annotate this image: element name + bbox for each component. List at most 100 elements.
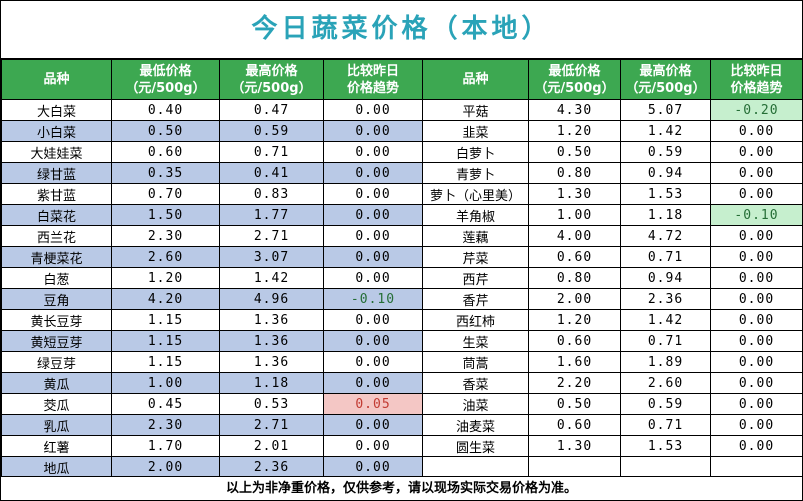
price-table: 品种 最低价格 （元/500g） 最高价格 （元/500g） 比较昨日 价格趋势 品种 最低价格…: [1, 59, 802, 478]
min-price-cell: 1.15: [111, 330, 220, 352]
variety-cell: 圆生菜: [422, 435, 529, 457]
table-row: 黄长豆芽 1.15 1.36 0.00 西红柿 1.20 1.42 0.00: [1, 309, 802, 331]
min-price-cell: 0.50: [528, 393, 621, 415]
table-row: 茭瓜 0.45 0.53 0.05 油菜 0.50 0.59 0.00: [1, 393, 802, 415]
variety-cell: 平菇: [422, 99, 529, 121]
max-price-cell: 2.01: [219, 435, 324, 457]
table-row: 青梗菜花 2.60 3.07 0.00 芹菜 0.60 0.71 0.00: [1, 246, 802, 268]
trend-cell: 0.00: [323, 435, 423, 457]
table-row: 紫甘蓝 0.70 0.83 0.00 萝卜（心里美） 1.30 1.53 0.00: [1, 183, 802, 205]
variety-cell: 绿豆芽: [1, 351, 112, 373]
table-row: 绿甘蓝 0.35 0.41 0.00 青萝卜 0.80 0.94 0.00: [1, 162, 802, 184]
max-price-cell: 2.71: [219, 414, 324, 436]
trend-cell: [710, 456, 802, 478]
trend-cell: 0.00: [710, 414, 802, 436]
header-max-price: 最高价格 （元/500g）: [219, 59, 324, 100]
max-price-cell: 1.36: [219, 351, 324, 373]
page-title: 今日蔬菜价格（本地）: [1, 1, 802, 59]
min-price-cell: 1.20: [528, 120, 621, 142]
min-price-cell: 0.60: [111, 141, 220, 163]
variety-cell: 莲藕: [422, 225, 529, 247]
min-price-cell: 2.60: [111, 246, 220, 268]
max-price-cell: 4.96: [219, 288, 324, 310]
trend-cell: -0.10: [710, 204, 802, 226]
trend-cell: 0.00: [323, 351, 423, 373]
variety-cell: 黄瓜: [1, 372, 112, 394]
min-price-cell: 0.80: [528, 267, 621, 289]
max-price-cell: 2.36: [219, 456, 324, 478]
max-price-cell: 0.53: [219, 393, 324, 415]
variety-cell: 大娃娃菜: [1, 141, 112, 163]
table-row: 黄短豆芽 1.15 1.36 0.00 生菜 0.60 0.71 0.00: [1, 330, 802, 352]
min-price-cell: 0.70: [111, 183, 220, 205]
max-price-cell: 5.07: [620, 99, 711, 121]
variety-cell: 白葱: [1, 267, 112, 289]
variety-cell: 青梗菜花: [1, 246, 112, 268]
variety-cell: 小白菜: [1, 120, 112, 142]
min-price-cell: 1.00: [528, 204, 621, 226]
max-price-cell: 1.18: [219, 372, 324, 394]
trend-cell: 0.00: [323, 120, 423, 142]
header-trend: 比较昨日 价格趋势: [323, 59, 423, 100]
max-price-cell: 0.59: [219, 120, 324, 142]
variety-cell: 萝卜（心里美）: [422, 183, 529, 205]
trend-cell: 0.00: [710, 141, 802, 163]
max-price-cell: 1.77: [219, 204, 324, 226]
variety-cell: 羊角椒: [422, 204, 529, 226]
trend-cell: -0.20: [710, 99, 802, 121]
table-row: 西兰花 2.30 2.71 0.00 莲藕 4.00 4.72 0.00: [1, 225, 802, 247]
max-price-cell: 1.42: [219, 267, 324, 289]
variety-cell: 大白菜: [1, 99, 112, 121]
max-price-cell: 1.42: [620, 309, 711, 331]
table-row: 红薯 1.70 2.01 0.00 圆生菜 1.30 1.53 0.00: [1, 435, 802, 457]
trend-cell: 0.00: [323, 414, 423, 436]
table-row: 白菜花 1.50 1.77 0.00 羊角椒 1.00 1.18 -0.10: [1, 204, 802, 226]
table-row: 绿豆芽 1.15 1.36 0.00 茼蒿 1.60 1.89 0.00: [1, 351, 802, 373]
trend-cell: 0.00: [710, 120, 802, 142]
min-price-cell: 2.00: [528, 288, 621, 310]
max-price-cell: 1.53: [620, 183, 711, 205]
trend-cell: 0.00: [710, 288, 802, 310]
trend-cell: 0.00: [710, 225, 802, 247]
min-price-cell: 1.60: [528, 351, 621, 373]
min-price-cell: 0.50: [111, 120, 220, 142]
table-row: 豆角 4.20 4.96 -0.10 香芹 2.00 2.36 0.00: [1, 288, 802, 310]
min-price-cell: 4.30: [528, 99, 621, 121]
max-price-cell: 0.59: [620, 393, 711, 415]
variety-cell: 西红柿: [422, 309, 529, 331]
variety-cell: 乳瓜: [1, 414, 112, 436]
min-price-cell: 0.35: [111, 162, 220, 184]
min-price-cell: 2.30: [111, 414, 220, 436]
min-price-cell: 2.30: [111, 225, 220, 247]
min-price-cell: 0.80: [528, 162, 621, 184]
min-price-cell: 1.70: [111, 435, 220, 457]
variety-cell: 西芹: [422, 267, 529, 289]
trend-cell: 0.00: [323, 225, 423, 247]
variety-cell: 绿甘蓝: [1, 162, 112, 184]
min-price-cell: 1.15: [111, 309, 220, 331]
trend-cell: 0.00: [710, 309, 802, 331]
variety-cell: 白萝卜: [422, 141, 529, 163]
min-price-cell: 0.40: [111, 99, 220, 121]
trend-cell: 0.00: [710, 330, 802, 352]
max-price-cell: 2.60: [620, 372, 711, 394]
max-price-cell: 1.53: [620, 435, 711, 457]
table-row: 小白菜 0.50 0.59 0.00 韭菜 1.20 1.42 0.00: [1, 120, 802, 142]
trend-cell: 0.05: [323, 393, 423, 415]
max-price-cell: 3.07: [219, 246, 324, 268]
variety-cell: 黄长豆芽: [1, 309, 112, 331]
variety-cell: 紫甘蓝: [1, 183, 112, 205]
trend-cell: -0.10: [323, 288, 423, 310]
variety-cell: 香菜: [422, 372, 529, 394]
max-price-cell: 0.83: [219, 183, 324, 205]
header-variety-right: 品种: [422, 59, 529, 100]
table-body: 大白菜 0.40 0.47 0.00 平菇 4.30 5.07 -0.20 小白菜 0.50 0.5…: [1, 99, 802, 478]
disclaimer-footer: 以上为非净重价格，仅供参考，请以现场实际交易价格为准。: [1, 476, 802, 500]
variety-cell: 油麦菜: [422, 414, 529, 436]
max-price-cell: 0.47: [219, 99, 324, 121]
max-price-cell: 4.72: [620, 225, 711, 247]
max-price-cell: 1.36: [219, 309, 324, 331]
header-max-price-right: 最高价格 （元/500g）: [620, 59, 711, 100]
max-price-cell: 0.94: [620, 162, 711, 184]
